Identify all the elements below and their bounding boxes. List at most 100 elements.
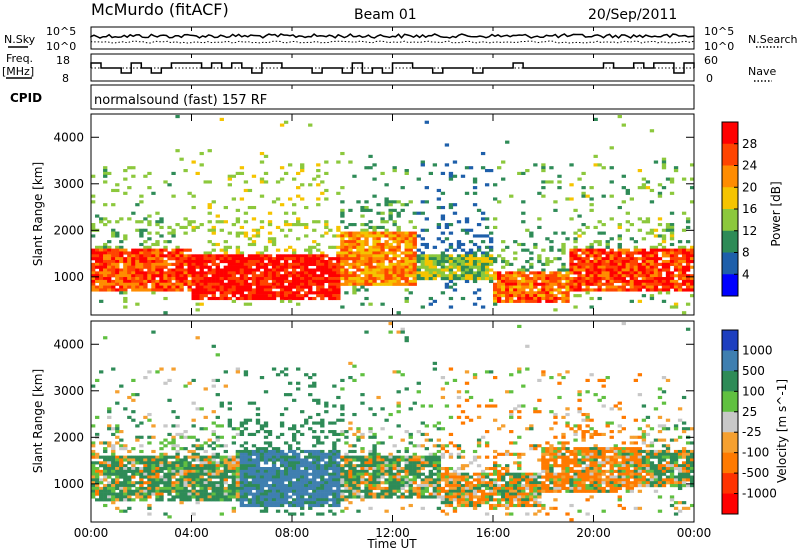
velocity-cell (488, 503, 494, 508)
power-cell (456, 274, 462, 278)
power-cell (392, 237, 397, 241)
velocity-cell (388, 478, 393, 482)
velocity-cell (484, 484, 490, 488)
power-cell (649, 254, 655, 258)
power-cell (308, 268, 313, 272)
power-cell (324, 188, 329, 193)
power-cell (432, 277, 438, 281)
power-cell (316, 174, 321, 178)
velocity-cell (316, 401, 321, 405)
velocity-cell (115, 458, 120, 462)
power-cell (175, 279, 180, 284)
velocity-cell (227, 495, 232, 499)
power-cell (685, 285, 691, 289)
velocity-cell (283, 393, 289, 397)
power-cell (316, 277, 321, 281)
velocity-cell (300, 410, 305, 414)
power-cell (420, 265, 425, 269)
velocity-cell (292, 398, 297, 402)
velocity-cell (440, 498, 446, 502)
velocity-cell (239, 472, 245, 476)
power-cell (420, 237, 425, 241)
power-cell (111, 274, 116, 278)
power-cell (641, 186, 647, 190)
velocity-cell (448, 484, 454, 488)
power-cell (215, 279, 220, 284)
velocity-cell (332, 458, 337, 462)
power-cell (609, 146, 614, 150)
power-cell (231, 299, 237, 303)
power-cell (99, 220, 104, 224)
power-cell (396, 237, 401, 241)
power-cell (119, 288, 124, 292)
power-cell (243, 271, 249, 275)
power-cell (685, 220, 691, 224)
velocity-cell (300, 486, 305, 491)
velocity-cell (320, 484, 325, 488)
velocity-cell (251, 501, 257, 505)
power-cell (633, 285, 639, 289)
power-cell (191, 288, 196, 292)
velocity-cell (227, 486, 232, 491)
velocity-cell (263, 430, 269, 434)
power-cell (637, 251, 643, 255)
velocity-cell (292, 512, 297, 516)
power-cell (143, 265, 148, 269)
velocity-cell (296, 481, 301, 485)
power-cell (115, 183, 120, 187)
velocity-cell (448, 415, 454, 419)
velocity-cell (497, 427, 502, 431)
power-cell (155, 254, 160, 258)
power-cell (537, 299, 542, 303)
power-cell (585, 288, 590, 292)
power-cell (336, 271, 341, 275)
power-cell (308, 291, 313, 295)
velocity-cell (300, 481, 305, 485)
power-cell (585, 194, 590, 198)
velocity-cell (400, 373, 405, 377)
velocity-cell (408, 407, 413, 411)
power-cell (565, 282, 570, 286)
power-cell (255, 259, 261, 264)
velocity-cell (119, 455, 124, 459)
power-cell (267, 257, 273, 261)
power-cell (336, 268, 341, 272)
power-cell (275, 294, 281, 298)
velocity-cell (227, 407, 232, 411)
velocity-cell (259, 472, 265, 476)
velocity-cell (404, 489, 409, 493)
velocity-cell (255, 466, 261, 471)
velocity-cell (472, 472, 478, 476)
velocity-cell (187, 492, 192, 496)
power-cell (408, 242, 413, 247)
velocity-cell (287, 381, 293, 385)
velocity-cell (308, 455, 313, 459)
power-cell (468, 240, 474, 244)
velocity-cell (223, 492, 228, 496)
velocity-cell (308, 449, 313, 454)
power-cell (191, 262, 196, 266)
power-cell (187, 285, 192, 289)
power-cell (416, 271, 421, 275)
velocity-cell (111, 492, 116, 496)
power-cell (263, 274, 269, 278)
velocity-cell (247, 492, 253, 496)
velocity-cell (255, 498, 261, 502)
power-cell (119, 279, 124, 284)
power-cell (376, 234, 381, 238)
power-cell (549, 296, 554, 301)
power-cell (497, 254, 502, 258)
power-cell (95, 285, 100, 289)
velocity-cell (119, 509, 124, 513)
velocity-cell (332, 512, 337, 516)
velocity-cell (464, 475, 470, 479)
velocity-cell (243, 481, 249, 485)
velocity-cell (115, 492, 120, 496)
power-cell (376, 211, 381, 215)
power-cell (296, 271, 301, 275)
power-cell (384, 277, 389, 281)
velocity-cell (263, 449, 269, 454)
power-cell (689, 288, 695, 292)
velocity-cell (283, 498, 289, 502)
velocity-cell (404, 458, 409, 462)
